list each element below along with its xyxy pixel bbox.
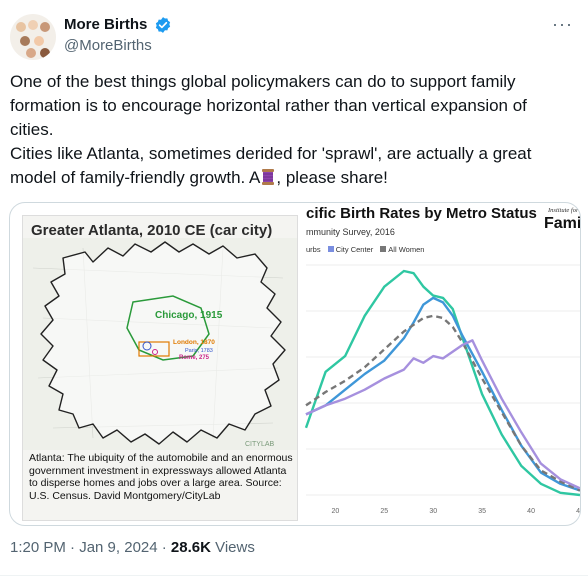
chart-subtitle: mmunity Survey, 2016 bbox=[306, 227, 395, 237]
tweet-text-part-2: , please share! bbox=[276, 168, 388, 187]
verified-badge-icon bbox=[155, 17, 171, 33]
map-label-london: London, 1870 bbox=[173, 339, 215, 346]
x-tick-label: 25 bbox=[380, 508, 388, 515]
legend-item-all-women: All Women bbox=[388, 245, 425, 254]
author-handle[interactable]: @MoreBirths bbox=[64, 37, 152, 54]
media-card[interactable]: Greater Atlanta, 2010 CE (car city) Chic… bbox=[9, 202, 581, 526]
tweet-meta: 1:20 PM · Jan 9, 2024 · 28.6K Views bbox=[10, 539, 255, 556]
chart-plot: 20 25 30 35 40 45 bbox=[304, 264, 580, 515]
map-label-paris: Paris, 1783 bbox=[185, 348, 213, 354]
map-graphic: Chicago, 1915 London, 1870 Paris, 1783 R… bbox=[23, 238, 297, 450]
view-count: 28.6K bbox=[170, 539, 211, 556]
map-credit: CITYLAB bbox=[245, 441, 275, 448]
x-tick-label: 35 bbox=[478, 508, 486, 515]
x-tick-label: 20 bbox=[331, 508, 339, 515]
tweet-paragraph-1: One of the best things global policymake… bbox=[10, 72, 527, 139]
x-tick-label: 40 bbox=[527, 508, 535, 515]
legend-swatch-city-center bbox=[327, 246, 334, 252]
chart-legend: urbs City Center All Women bbox=[306, 245, 424, 254]
thread-spool-emoji-icon bbox=[262, 169, 275, 185]
legend-swatch-all-women bbox=[380, 246, 387, 252]
birth-rate-chart-image[interactable]: 20 25 30 35 40 45 cific Birth Rates by Metro … bbox=[294, 203, 580, 525]
chart-title: cific Birth Rates by Metro Status bbox=[306, 205, 537, 222]
map-label-chicago: Chicago, 1915 bbox=[155, 310, 223, 321]
map-caption: Atlanta: The ubiquity of the automobile … bbox=[29, 452, 293, 502]
series-line-4 bbox=[305, 339, 580, 490]
tweet-text: One of the best things global policymake… bbox=[10, 70, 570, 190]
brand-small-text: Institute for bbox=[548, 207, 579, 214]
series-line-1 bbox=[304, 269, 580, 497]
author-display-name[interactable]: More Births bbox=[64, 16, 148, 33]
tweet-text-part-1: Cities like Atlanta, sometimes derided f… bbox=[10, 144, 532, 187]
map-label-rome: Rome, 275 bbox=[179, 355, 210, 361]
tweet-timestamp[interactable]: 1:20 PM · Jan 9, 2024 · bbox=[10, 539, 171, 556]
x-tick-label: 45 bbox=[576, 508, 580, 515]
series-line-3 bbox=[305, 314, 580, 492]
atlanta-map-image[interactable]: Greater Atlanta, 2010 CE (car city) Chic… bbox=[22, 215, 298, 521]
brand-logo-text: Family bbox=[544, 215, 581, 232]
tweet-paragraph-2: Cities like Atlanta, sometimes derided f… bbox=[10, 142, 570, 190]
map-title: Greater Atlanta, 2010 CE (car city) bbox=[31, 222, 273, 239]
views-label: Views bbox=[210, 539, 255, 556]
legend-item-urbs: urbs bbox=[306, 245, 321, 254]
legend-item-city-center: City Center bbox=[335, 245, 374, 254]
more-horizontal-icon[interactable]: ··· bbox=[552, 14, 573, 34]
avatar[interactable] bbox=[10, 14, 56, 60]
x-tick-label: 30 bbox=[429, 508, 437, 515]
